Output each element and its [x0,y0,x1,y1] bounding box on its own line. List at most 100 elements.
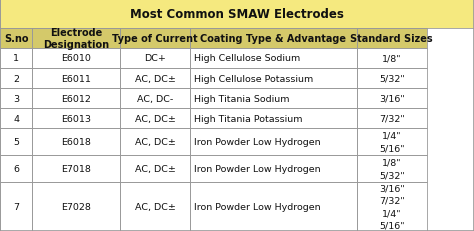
Text: AC, DC±: AC, DC± [135,202,175,211]
Bar [357,129,427,155]
Text: E6010: E6010 [61,54,91,63]
Bar [120,155,190,182]
Bar [32,49,120,69]
Text: Standard Sizes: Standard Sizes [350,34,433,44]
Bar [190,49,357,69]
Bar [32,182,120,231]
Bar [357,129,427,155]
Text: E6018: E6018 [61,138,91,146]
Text: AC, DC±: AC, DC± [135,164,175,173]
Bar [120,129,190,155]
Bar [120,109,190,129]
Bar [0,109,32,129]
Bar [190,182,357,231]
Bar [357,155,427,182]
Text: E6013: E6013 [61,114,91,123]
Bar [0,0,474,29]
Bar [32,89,120,109]
Bar [120,29,190,49]
Bar [357,155,427,182]
Text: E7028: E7028 [61,202,91,211]
Bar [357,49,427,69]
Bar [0,69,32,89]
Bar [0,129,32,155]
Bar [120,182,190,231]
Bar [0,155,32,182]
Text: AC, DC±: AC, DC± [135,74,175,83]
Bar [0,0,474,29]
Bar [0,69,32,89]
Bar [190,69,357,89]
Bar [0,155,32,182]
Text: High Titania Potassium: High Titania Potassium [194,114,302,123]
Text: AC, DC±: AC, DC± [135,138,175,146]
Text: 3/16": 3/16" [379,184,405,193]
Bar [120,49,190,69]
Text: 7/32": 7/32" [379,196,405,205]
Bar [357,49,427,69]
Bar [120,182,190,231]
Text: E6011: E6011 [61,74,91,83]
Bar [190,69,357,89]
Bar [190,89,357,109]
Text: 6: 6 [13,164,19,173]
Bar [190,29,357,49]
Bar [120,89,190,109]
Text: 7: 7 [13,202,19,211]
Bar [32,69,120,89]
Bar [32,182,120,231]
Bar [190,182,357,231]
Text: Electrode
Designation: Electrode Designation [43,28,109,49]
Bar [0,29,32,49]
Bar [32,129,120,155]
Text: AC, DC-: AC, DC- [137,94,173,103]
Text: High Titania Sodium: High Titania Sodium [194,94,289,103]
Bar [120,129,190,155]
Text: Iron Powder Low Hydrogen: Iron Powder Low Hydrogen [194,138,320,146]
Text: High Cellulose Sodium: High Cellulose Sodium [194,54,300,63]
Bar [357,69,427,89]
Text: 1/4": 1/4" [382,208,401,217]
Bar [190,155,357,182]
Text: High Cellulose Potassium: High Cellulose Potassium [194,74,313,83]
Bar [0,49,32,69]
Text: Iron Powder Low Hydrogen: Iron Powder Low Hydrogen [194,202,320,211]
Bar [0,182,32,231]
Bar [190,109,357,129]
Text: S.no: S.no [4,34,28,44]
Text: 5/16": 5/16" [379,144,404,153]
Bar [357,182,427,231]
Text: 5/32": 5/32" [379,171,405,180]
Text: DC+: DC+ [144,54,166,63]
Bar [357,29,427,49]
Text: 4: 4 [13,114,19,123]
Bar [190,109,357,129]
Bar [190,49,357,69]
Bar [0,89,32,109]
Bar [120,155,190,182]
Bar [0,49,32,69]
Text: Coating Type & Advantage: Coating Type & Advantage [201,34,346,44]
Text: 5: 5 [13,138,19,146]
Bar [190,29,357,49]
Bar [357,29,427,49]
Text: E6012: E6012 [61,94,91,103]
Bar [357,89,427,109]
Bar [120,89,190,109]
Text: 5/32": 5/32" [379,74,405,83]
Bar [32,155,120,182]
Bar [357,89,427,109]
Text: 1/8": 1/8" [382,54,401,63]
Bar [32,129,120,155]
Bar [32,109,120,129]
Bar [120,69,190,89]
Text: Type of Current: Type of Current [112,34,198,44]
Bar [120,49,190,69]
Bar [0,129,32,155]
Bar [32,29,120,49]
Bar [0,29,32,49]
Bar [120,29,190,49]
Bar [32,29,120,49]
Text: 2: 2 [13,74,19,83]
Bar [120,109,190,129]
